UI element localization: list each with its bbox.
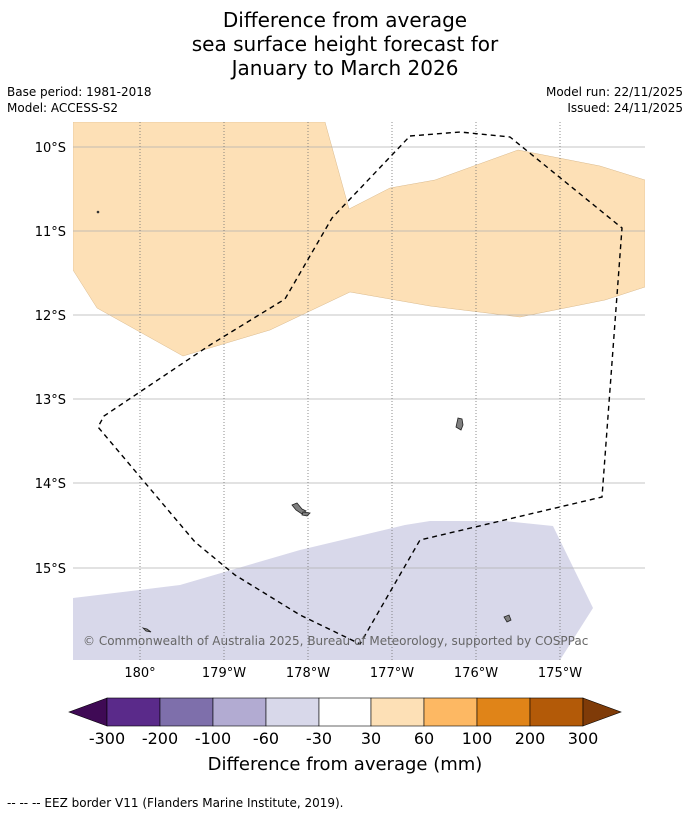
- meta-right: Model run: 22/11/2025 Issued: 24/11/2025: [546, 84, 683, 116]
- anomaly-region-positive: [73, 122, 645, 357]
- colorbar-tick: -100: [195, 729, 231, 748]
- colorbar-tick: 100: [462, 729, 493, 748]
- lat-label: 13°S: [35, 393, 66, 408]
- title-line-3: January to March 2026: [231, 56, 459, 80]
- lon-label: 180°: [124, 666, 155, 681]
- colorbar-extend-low: [68, 697, 108, 727]
- title-line-2: sea surface height forecast for: [191, 32, 499, 56]
- island: [503, 614, 512, 623]
- lat-label: 11°S: [35, 225, 66, 240]
- model-name: Model: ACCESS-S2: [7, 101, 119, 115]
- lon-label: 176°W: [454, 666, 498, 681]
- issued-date: Issued: 24/11/2025: [567, 101, 683, 115]
- lat-label: 12°S: [35, 309, 66, 324]
- anomaly-region-negative: [73, 521, 593, 660]
- lon-label: 177°W: [370, 666, 414, 681]
- colorbar-tick: -300: [89, 729, 125, 748]
- islands: [96, 210, 512, 633]
- island: [96, 210, 100, 214]
- lon-label: 179°W: [202, 666, 246, 681]
- colorbar-tick: 300: [568, 729, 599, 748]
- model-run: Model run: 22/11/2025: [545, 85, 683, 99]
- colorbar-tick: -60: [253, 729, 279, 748]
- colorbar-bin: [265, 697, 320, 727]
- lon-labels: 180° 179°W 178°W 177°W 176°W 175°W: [124, 666, 582, 681]
- colorbar-tick: 200: [515, 729, 546, 748]
- colorbar-tick: -200: [142, 729, 178, 748]
- lat-label: 15°S: [35, 562, 66, 577]
- colorbar-bin: [476, 697, 531, 727]
- lon-label: 175°W: [538, 666, 582, 681]
- lat-label: 14°S: [35, 477, 66, 492]
- chart-title: Difference from average sea surface heig…: [0, 8, 690, 80]
- colorbar-bin: [529, 697, 584, 727]
- colorbar-tick: 60: [414, 729, 434, 748]
- lon-label: 178°W: [286, 666, 330, 681]
- island: [291, 502, 307, 515]
- map-area: © Commonwealth of Australia 2025, Bureau…: [73, 122, 645, 660]
- meta-left: Base period: 1981-2018 Model: ACCESS-S2: [7, 84, 152, 116]
- colorbar-bin: [106, 697, 161, 727]
- island: [301, 511, 311, 517]
- base-period: Base period: 1981-2018: [7, 85, 152, 99]
- lat-labels: 10°S 11°S 12°S 13°S 14°S 15°S: [35, 141, 66, 577]
- colorbar-bin: [318, 697, 372, 727]
- colorbar-bin: [159, 697, 214, 727]
- colorbar-bin: [370, 697, 425, 727]
- copyright-notice: © Commonwealth of Australia 2025, Bureau…: [83, 634, 588, 648]
- colorbar-bin: [212, 697, 267, 727]
- colorbar-bin: [423, 697, 478, 727]
- colorbar-tick: 30: [361, 729, 381, 748]
- colorbar-ticks: -300 -200 -100 -60 -30 30 60 100 200 300: [89, 729, 598, 748]
- lat-label: 10°S: [35, 141, 66, 156]
- island: [141, 627, 152, 633]
- lat-gridlines: [73, 146, 645, 569]
- eez-border: [97, 131, 623, 645]
- colorbar-label: Difference from average (mm): [208, 754, 483, 775]
- colorbar: [68, 697, 622, 727]
- colorbar-tick: -30: [306, 729, 332, 748]
- eez-legend-note: -- -- -- EEZ border V11 (Flanders Marine…: [7, 796, 344, 810]
- title-line-1: Difference from average: [222, 8, 468, 32]
- island: [455, 417, 464, 431]
- colorbar-extend-high: [582, 697, 622, 727]
